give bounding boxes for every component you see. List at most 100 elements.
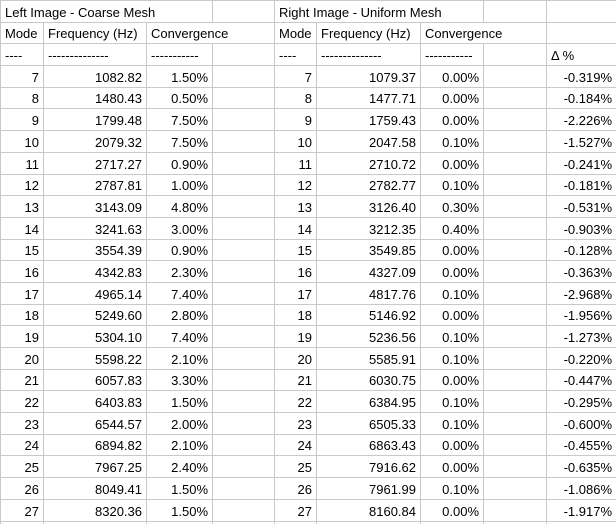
left-frequency-separator[interactable]: -------------- [43,43,147,67]
right-convergence-cell[interactable]: 0.10% [420,174,485,197]
right-mode-separator[interactable]: ---- [274,43,318,67]
delta-percent-cell[interactable]: -0.363% [546,260,616,283]
right-mode-cell[interactable]: 15 [274,239,318,262]
left-convergence-separator[interactable]: ----------- [146,43,214,67]
left-convergence-cell[interactable]: 7.50% [146,108,214,132]
left-frequency-cell[interactable]: 6894.82 [43,434,147,457]
right-frequency-cell[interactable]: 6863.43 [316,434,422,457]
left-mode-cell[interactable]: 22 [0,390,44,414]
right-convergence-cell[interactable]: 0.00% [420,87,485,110]
delta-percent-cell[interactable]: -0.531% [546,195,616,218]
right-convergence-cell[interactable]: 0.10% [420,521,485,524]
left-convergence-cell[interactable]: 2.10% [146,434,214,457]
right-frequency-cell[interactable]: 6505.33 [316,412,422,435]
spacer-cell[interactable] [483,521,548,524]
left-mode-cell[interactable]: 27 [0,499,44,522]
left-frequency-cell[interactable]: 2717.27 [43,152,147,175]
right-convergence-cell[interactable]: 0.10% [420,325,485,348]
right-mode-cell[interactable]: 22 [274,390,318,414]
left-table-title[interactable]: Left Image - Coarse Mesh [0,0,214,23]
left-convergence-cell[interactable]: 2.80% [146,304,214,327]
left-frequency-cell[interactable]: 8049.41 [43,477,147,500]
left-mode-cell[interactable]: 28 [0,521,44,524]
spacer-cell[interactable] [483,434,548,457]
delta-percent-cell[interactable]: -2.968% [546,282,616,305]
right-mode-cell[interactable]: 17 [274,282,318,305]
right-frequency-cell[interactable]: 8298.15 [316,521,422,524]
right-frequency-cell[interactable]: 8160.84 [316,499,422,522]
delta-percent-cell[interactable]: -1.086% [546,477,616,500]
spacer-cell[interactable] [212,152,276,175]
right-convergence-cell[interactable]: 0.00% [420,65,485,88]
right-convergence-cell[interactable]: 0.10% [420,477,485,500]
left-mode-cell[interactable]: 11 [0,152,44,175]
left-convergence-cell[interactable]: 7.40% [146,282,214,305]
spacer-cell[interactable] [212,455,276,479]
left-convergence-cell[interactable]: 2.10% [146,347,214,370]
left-mode-cell[interactable]: 26 [0,477,44,500]
left-frequency-cell[interactable]: 5249.60 [43,304,147,327]
spacer-cell[interactable] [483,0,548,23]
right-frequency-cell[interactable]: 5585.91 [316,347,422,370]
left-frequency-cell[interactable]: 5598.22 [43,347,147,370]
left-frequency-cell[interactable]: 3241.63 [43,217,147,240]
right-mode-cell[interactable]: 16 [274,260,318,283]
spacer-cell[interactable] [483,130,548,153]
spacer-cell[interactable] [546,22,616,45]
right-frequency-cell[interactable]: 1759.43 [316,108,422,132]
left-frequency-cell[interactable]: 5304.10 [43,325,147,348]
right-mode-cell[interactable]: 24 [274,434,318,457]
spacer-cell[interactable] [483,412,548,435]
left-convergence-cell[interactable]: 7.40% [146,325,214,348]
delta-percent-cell[interactable]: -0.295% [546,390,616,414]
spacer-cell[interactable] [212,477,276,500]
right-frequency-header[interactable]: Frequency (Hz) [316,22,422,45]
left-mode-cell[interactable]: 23 [0,412,44,435]
left-mode-cell[interactable]: 16 [0,260,44,283]
spacer-cell[interactable] [483,108,548,132]
left-mode-cell[interactable]: 10 [0,130,44,153]
right-convergence-cell[interactable]: 0.10% [420,347,485,370]
delta-percent-cell[interactable]: -1.527% [546,130,616,153]
delta-percent-cell[interactable]: -0.241% [546,152,616,175]
left-frequency-cell[interactable]: 8386.73 [43,521,147,524]
spacer-cell[interactable] [212,130,276,153]
left-frequency-cell[interactable]: 3554.39 [43,239,147,262]
spacer-cell[interactable] [212,87,276,110]
left-frequency-cell[interactable]: 1799.48 [43,108,147,132]
delta-percent-cell[interactable]: -1.917% [546,499,616,522]
left-frequency-cell[interactable]: 8320.36 [43,499,147,522]
right-convergence-cell[interactable]: 0.10% [420,412,485,435]
left-convergence-cell[interactable]: 1.00% [146,174,214,197]
right-convergence-cell[interactable]: 0.00% [420,304,485,327]
spacer-cell[interactable] [212,325,276,348]
left-mode-cell[interactable]: 9 [0,108,44,132]
right-mode-cell[interactable]: 28 [274,521,318,524]
spacer-cell[interactable] [212,369,276,392]
right-mode-cell[interactable]: 8 [274,87,318,110]
right-mode-cell[interactable]: 23 [274,412,318,435]
right-convergence-cell[interactable]: 0.00% [420,108,485,132]
right-frequency-cell[interactable]: 2047.58 [316,130,422,153]
left-frequency-cell[interactable]: 2079.32 [43,130,147,153]
right-frequency-cell[interactable]: 6030.75 [316,369,422,392]
right-frequency-cell[interactable]: 3549.85 [316,239,422,262]
right-mode-cell[interactable]: 19 [274,325,318,348]
left-frequency-header[interactable]: Frequency (Hz) [43,22,147,45]
spacer-cell[interactable] [483,390,548,414]
right-mode-cell[interactable]: 25 [274,455,318,479]
right-mode-cell[interactable]: 13 [274,195,318,218]
spacer-cell[interactable] [483,239,548,262]
left-convergence-cell[interactable]: 0.50% [146,87,214,110]
spacer-cell[interactable] [212,0,276,23]
spacer-cell[interactable] [212,282,276,305]
left-mode-cell[interactable]: 24 [0,434,44,457]
spacer-cell[interactable] [483,304,548,327]
left-convergence-cell[interactable]: 3.30% [146,369,214,392]
spacer-cell[interactable] [483,499,548,522]
right-frequency-cell[interactable]: 4817.76 [316,282,422,305]
left-mode-cell[interactable]: 19 [0,325,44,348]
right-mode-cell[interactable]: 12 [274,174,318,197]
right-frequency-separator[interactable]: -------------- [316,43,422,67]
right-frequency-cell[interactable]: 4327.09 [316,260,422,283]
